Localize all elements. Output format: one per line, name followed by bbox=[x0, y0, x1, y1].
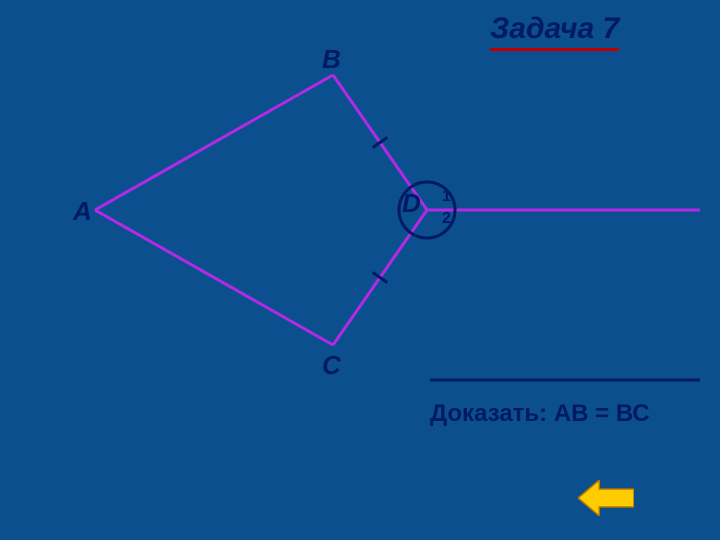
tick-CD bbox=[373, 272, 388, 282]
label-A: А bbox=[73, 196, 92, 227]
label-B: В bbox=[322, 44, 341, 75]
proof-statement: Доказать: АВ = ВС bbox=[430, 400, 650, 428]
edge-AC bbox=[95, 210, 333, 345]
edge-AB bbox=[95, 75, 333, 210]
label-C: С bbox=[322, 350, 341, 381]
back-arrow-icon[interactable] bbox=[578, 480, 634, 516]
angle-label-2: 2 bbox=[442, 210, 451, 228]
arrow-shape bbox=[578, 480, 634, 516]
label-D: D bbox=[402, 188, 421, 219]
angle-label-1: 1 bbox=[442, 188, 451, 206]
tick-BD bbox=[373, 137, 388, 147]
geometry-diagram bbox=[0, 0, 720, 540]
